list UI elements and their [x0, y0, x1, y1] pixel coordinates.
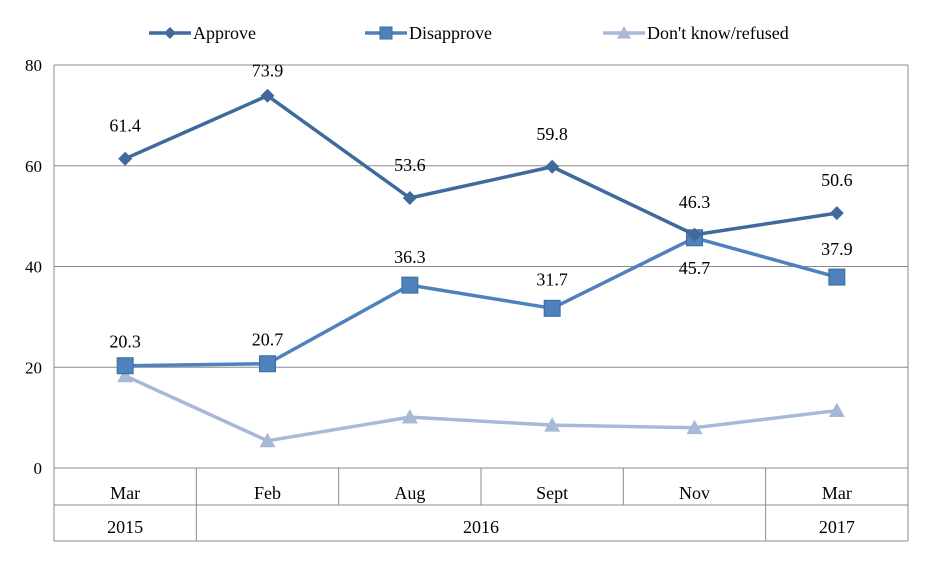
- x-tick-label: Nov: [679, 483, 710, 503]
- axes: 0 20 40 60 80 Mar Feb Aug Sept Nov Mar 2015 2016 2017: [25, 56, 909, 542]
- data-point-triangle: [117, 367, 134, 383]
- data-labels: 61.4 73.9 53.6 59.8 46.3 50.6 20.3 20.7 36.3 31.7…: [109, 61, 852, 352]
- data-point-diamond: [260, 88, 275, 103]
- data-point-diamond: [687, 227, 702, 242]
- legend: Approve Disapprove Don't know/refused: [149, 23, 789, 43]
- data-label: 50.6: [821, 170, 853, 190]
- data-point-triangle: [259, 432, 276, 448]
- data-point-diamond: [545, 159, 560, 174]
- x-tick-label: Mar: [110, 483, 140, 503]
- y-tick-label: 80: [25, 56, 42, 75]
- data-point-diamond: [829, 206, 844, 221]
- data-point-square: [116, 357, 134, 375]
- legend-marker-diamond: [164, 27, 176, 39]
- series-line-diamond: [124, 93, 838, 237]
- data-label: 45.7: [679, 258, 711, 278]
- data-point-diamond: [402, 190, 417, 205]
- data-point-triangle: [544, 417, 561, 432]
- legend-label: Disapprove: [409, 23, 492, 43]
- data-point-square: [401, 276, 419, 294]
- data-label: 46.3: [679, 192, 711, 212]
- gridlines: [54, 64, 909, 468]
- y-tick-label: 40: [25, 258, 42, 277]
- data-label: 59.8: [536, 124, 568, 144]
- legend-marker-square: [379, 26, 393, 40]
- x-tick-label: Feb: [254, 483, 281, 503]
- data-point-triangle: [401, 409, 418, 424]
- year-label: 2015: [107, 517, 143, 537]
- series-line-triangle: [124, 374, 838, 443]
- y-tick-label: 60: [25, 157, 42, 176]
- year-label: 2017: [819, 517, 855, 537]
- x-tick-label: Aug: [394, 483, 425, 503]
- data-point-square: [259, 355, 276, 373]
- data-label: 20.7: [252, 330, 284, 350]
- series-line-square: [125, 236, 838, 368]
- data-point-diamond: [118, 151, 133, 166]
- legend-label: Approve: [193, 23, 256, 43]
- y-tick-label: 0: [34, 459, 43, 478]
- data-label: 20.3: [109, 332, 141, 352]
- data-label: 36.3: [394, 247, 426, 267]
- data-label: 73.9: [252, 61, 284, 81]
- data-label: 37.9: [821, 239, 853, 259]
- legend-marker-triangle: [617, 26, 631, 39]
- data-point-square: [828, 268, 846, 286]
- series-lines: [116, 88, 846, 448]
- data-label: 61.4: [109, 116, 141, 136]
- data-label: 53.6: [394, 155, 426, 175]
- y-tick-label: 20: [25, 358, 42, 377]
- x-tick-label: Sept: [536, 483, 568, 503]
- data-point-triangle: [686, 419, 703, 435]
- data-label: 31.7: [536, 269, 568, 289]
- year-label: 2016: [463, 517, 499, 537]
- data-point-triangle: [828, 402, 845, 417]
- legend-label: Don't know/refused: [647, 23, 789, 43]
- x-tick-label: Mar: [822, 483, 852, 503]
- data-point-square: [543, 299, 561, 317]
